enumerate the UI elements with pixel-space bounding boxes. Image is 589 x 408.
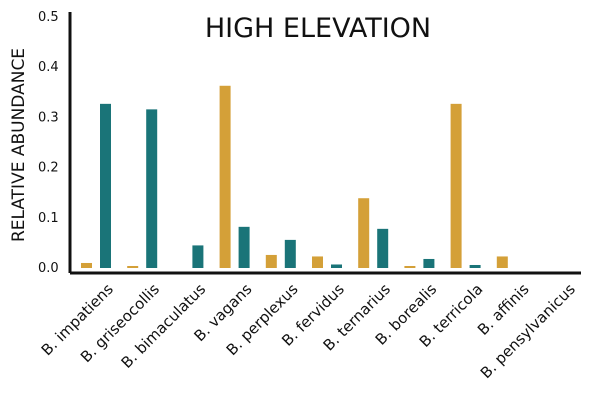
bar-teal-0 [100, 103, 111, 268]
bar-gold-6 [358, 198, 370, 268]
bar-gold-5 [312, 256, 323, 268]
bars [81, 85, 508, 268]
bar-gold-4 [265, 254, 277, 268]
y-tick-label: 0.3 [38, 110, 59, 125]
bar-teal-1 [146, 109, 158, 268]
y-tick-label: 0.5 [38, 10, 59, 25]
bar-teal-5 [331, 264, 342, 268]
y-tick-label: 0.1 [38, 211, 59, 226]
y-tick-label: 0.4 [38, 60, 59, 75]
chart-title: HIGH ELEVATION [205, 13, 431, 44]
y-axis-label: RELATIVE ABUNDANCE [9, 48, 29, 242]
bar-teal-8 [469, 264, 481, 268]
y-tick-label: 0.2 [38, 161, 59, 176]
bar-gold-7 [404, 265, 416, 268]
bar-gold-1 [127, 265, 139, 268]
bar-teal-7 [423, 258, 435, 268]
y-tick-label: 0.0 [38, 261, 59, 276]
bar-gold-9 [496, 256, 508, 268]
bar-teal-2 [192, 245, 204, 268]
bar-teal-6 [377, 228, 389, 268]
y-axis-ticks: 0.0 0.1 0.2 0.3 0.4 0.5 [38, 10, 59, 276]
bar-gold-0 [81, 262, 92, 268]
bar-teal-4 [284, 239, 296, 268]
bar-teal-3 [238, 226, 250, 268]
bar-gold-3 [219, 85, 231, 268]
bar-gold-8 [450, 103, 462, 268]
